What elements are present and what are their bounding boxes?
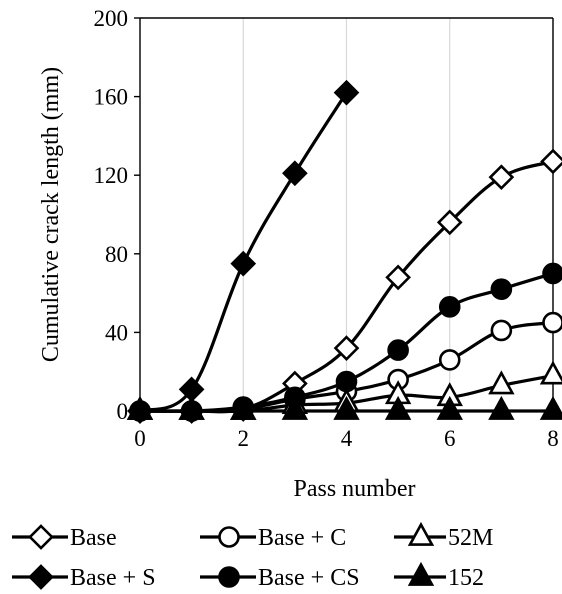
y-tick-label-0: 0 (117, 399, 129, 424)
legend-label-base-c: Base + C (258, 525, 346, 551)
point-base-s-3 (282, 160, 308, 187)
point-base-7 (488, 164, 515, 191)
point-base-cs-5 (387, 339, 409, 361)
point-152-8 (539, 395, 562, 420)
point-base-c-8 (542, 311, 562, 334)
point-base-c-6 (438, 349, 461, 371)
legend-label-base-cs: Base + CS (258, 565, 360, 591)
point-base-4 (333, 335, 360, 361)
point-base-8 (540, 148, 562, 175)
x-tick-label-6: 6 (444, 426, 456, 451)
point-base-cs-8 (542, 262, 562, 285)
x-tick-label-4: 4 (341, 426, 353, 451)
y-tick-label-200: 200 (94, 6, 129, 31)
point-base-cs-7 (490, 278, 513, 300)
point-base-c-7 (490, 319, 513, 342)
legend-label-152: 152 (448, 565, 484, 591)
point-152-0 (126, 395, 154, 420)
point-base-s-4 (333, 79, 360, 106)
point-52m-8 (539, 360, 562, 385)
x-axis-title: Pass number (294, 476, 416, 502)
point-152-3 (281, 395, 309, 420)
point-152-6 (436, 395, 463, 420)
legend-label-base: Base (70, 525, 117, 551)
x-tick-label-0: 0 (134, 426, 146, 451)
point-base-6 (436, 209, 463, 236)
point-base-cs-6 (438, 296, 461, 318)
legend-marker-base (28, 524, 54, 550)
point-base-5 (385, 264, 411, 291)
legend-marker-base-s (28, 564, 54, 590)
y-tick-label-40: 40 (105, 320, 128, 345)
point-152-1 (178, 395, 205, 420)
y-axis-title: Cumulative crack length (mm) (38, 67, 64, 362)
legend-label-52m: 52M (448, 525, 493, 551)
y-tick-label-80: 80 (105, 242, 128, 267)
point-152-2 (230, 395, 257, 420)
legend-marker-52m (407, 521, 435, 546)
legend-marker-152 (407, 561, 435, 586)
legend-label-base-s: Base + S (70, 565, 156, 591)
point-152-4 (333, 395, 360, 420)
legend-marker-base-cs (218, 566, 240, 588)
legend-marker-base-c (218, 526, 240, 548)
y-tick-label-160: 160 (94, 85, 129, 110)
x-tick-label-8: 8 (547, 426, 559, 451)
y-tick-label-120: 120 (94, 163, 129, 188)
point-152-7 (488, 395, 515, 420)
point-base-s-2 (230, 250, 257, 277)
x-tick-label-2: 2 (238, 426, 250, 451)
point-152-5 (384, 395, 412, 420)
point-base-cs-4 (335, 370, 358, 393)
point-52m-7 (488, 370, 515, 395)
